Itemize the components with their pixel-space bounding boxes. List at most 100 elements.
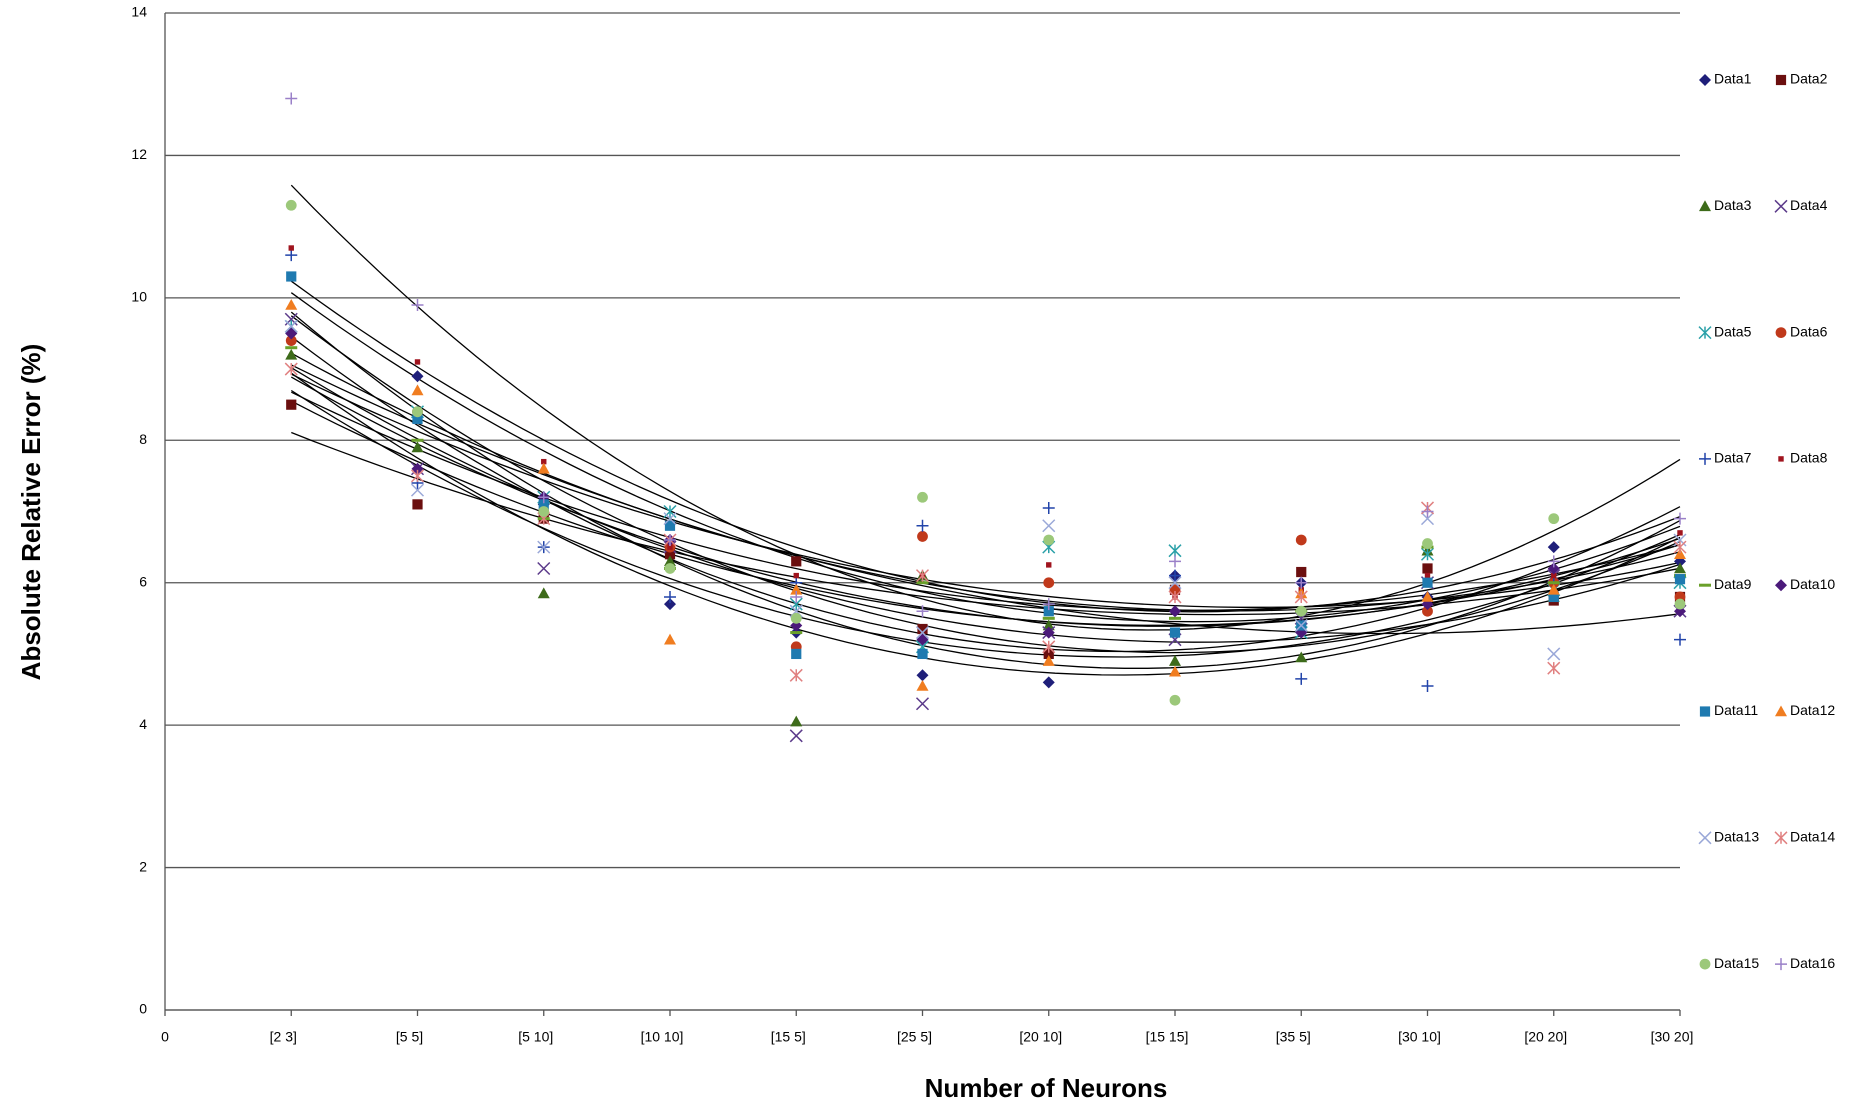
legend-label: Data7 bbox=[1714, 450, 1752, 466]
legend-label: Data2 bbox=[1790, 71, 1828, 87]
x-tick-label: 0 bbox=[161, 1029, 169, 1045]
marker bbox=[1699, 958, 1711, 970]
marker bbox=[1042, 598, 1055, 611]
marker bbox=[537, 540, 551, 554]
marker bbox=[411, 441, 424, 453]
marker bbox=[410, 483, 425, 497]
marker bbox=[1699, 200, 1711, 212]
legend-label: Data12 bbox=[1790, 702, 1835, 718]
marker bbox=[285, 348, 298, 360]
marker bbox=[411, 370, 424, 383]
marker bbox=[916, 519, 929, 532]
legend-label: Data6 bbox=[1790, 323, 1828, 339]
marker bbox=[1043, 606, 1054, 617]
marker bbox=[1674, 574, 1686, 585]
marker bbox=[664, 555, 676, 567]
marker bbox=[790, 631, 803, 635]
marker bbox=[1421, 505, 1434, 518]
marker bbox=[1674, 512, 1686, 525]
marker bbox=[664, 520, 676, 531]
marker bbox=[1042, 619, 1055, 631]
marker bbox=[288, 245, 294, 251]
marker bbox=[916, 633, 929, 646]
x-tick-label: [20 20] bbox=[1524, 1029, 1567, 1045]
marker bbox=[1420, 512, 1435, 526]
marker bbox=[1778, 456, 1784, 462]
marker bbox=[1169, 569, 1181, 582]
marker bbox=[664, 549, 676, 560]
marker bbox=[664, 563, 676, 574]
marker bbox=[1043, 577, 1055, 589]
x-tick-label: [2 3] bbox=[270, 1029, 297, 1045]
legend-label: Data10 bbox=[1790, 576, 1835, 592]
marker bbox=[1042, 626, 1055, 639]
marker bbox=[1674, 562, 1686, 574]
marker bbox=[1547, 555, 1560, 568]
marker bbox=[1294, 618, 1308, 632]
marker bbox=[1674, 633, 1686, 646]
trend-line bbox=[290, 336, 1681, 653]
legend-label: Data16 bbox=[1790, 955, 1835, 971]
marker bbox=[285, 298, 298, 310]
marker bbox=[790, 715, 803, 727]
marker bbox=[1042, 501, 1055, 514]
marker bbox=[916, 605, 929, 618]
marker bbox=[1699, 706, 1711, 717]
marker bbox=[1169, 555, 1181, 568]
marker bbox=[916, 669, 929, 682]
trend-line bbox=[290, 280, 1681, 613]
marker bbox=[410, 469, 425, 483]
x-tick-label: [15 15] bbox=[1146, 1029, 1189, 1045]
marker bbox=[1547, 583, 1560, 595]
marker bbox=[1775, 958, 1787, 971]
marker bbox=[917, 648, 928, 660]
marker bbox=[790, 590, 803, 603]
marker bbox=[664, 590, 676, 603]
marker bbox=[411, 298, 424, 311]
marker bbox=[286, 271, 297, 282]
legend-label: Data13 bbox=[1714, 829, 1759, 845]
y-tick-label: 6 bbox=[139, 573, 147, 589]
marker bbox=[664, 533, 676, 546]
marker bbox=[285, 199, 297, 211]
marker bbox=[1698, 326, 1712, 340]
marker bbox=[1698, 831, 1712, 845]
marker bbox=[1674, 598, 1686, 610]
marker bbox=[537, 561, 551, 576]
marker bbox=[1775, 74, 1787, 86]
x-tick-label: [10 10] bbox=[641, 1029, 684, 1045]
trend-line bbox=[290, 311, 1681, 669]
marker bbox=[789, 729, 803, 743]
marker bbox=[537, 587, 550, 599]
marker bbox=[1775, 705, 1787, 717]
marker bbox=[1424, 572, 1431, 579]
trend-line bbox=[290, 372, 1681, 676]
marker bbox=[791, 556, 802, 567]
y-tick-label: 8 bbox=[139, 431, 147, 447]
y-axis-title: Absolute Relative Error (%) bbox=[16, 344, 46, 681]
legend-label: Data14 bbox=[1790, 829, 1835, 845]
marker bbox=[664, 633, 676, 645]
marker bbox=[1046, 562, 1052, 568]
points bbox=[284, 92, 1687, 743]
marker bbox=[284, 319, 298, 333]
marker bbox=[1042, 640, 1056, 654]
marker bbox=[1547, 541, 1560, 554]
marker bbox=[1774, 831, 1788, 845]
x-axis-title: Number of Neurons bbox=[925, 1073, 1168, 1103]
marker bbox=[917, 531, 928, 542]
marker bbox=[1420, 547, 1435, 561]
marker bbox=[1295, 534, 1307, 546]
marker bbox=[1774, 199, 1788, 213]
marker bbox=[1547, 581, 1560, 585]
marker bbox=[411, 384, 424, 396]
legend-label: Data1 bbox=[1714, 71, 1752, 87]
marker bbox=[1169, 627, 1181, 638]
marker bbox=[1295, 651, 1308, 663]
marker bbox=[285, 335, 297, 346]
legend-label: Data11 bbox=[1714, 702, 1758, 718]
marker bbox=[1295, 672, 1308, 685]
marker bbox=[285, 346, 298, 350]
marker bbox=[1168, 544, 1182, 558]
